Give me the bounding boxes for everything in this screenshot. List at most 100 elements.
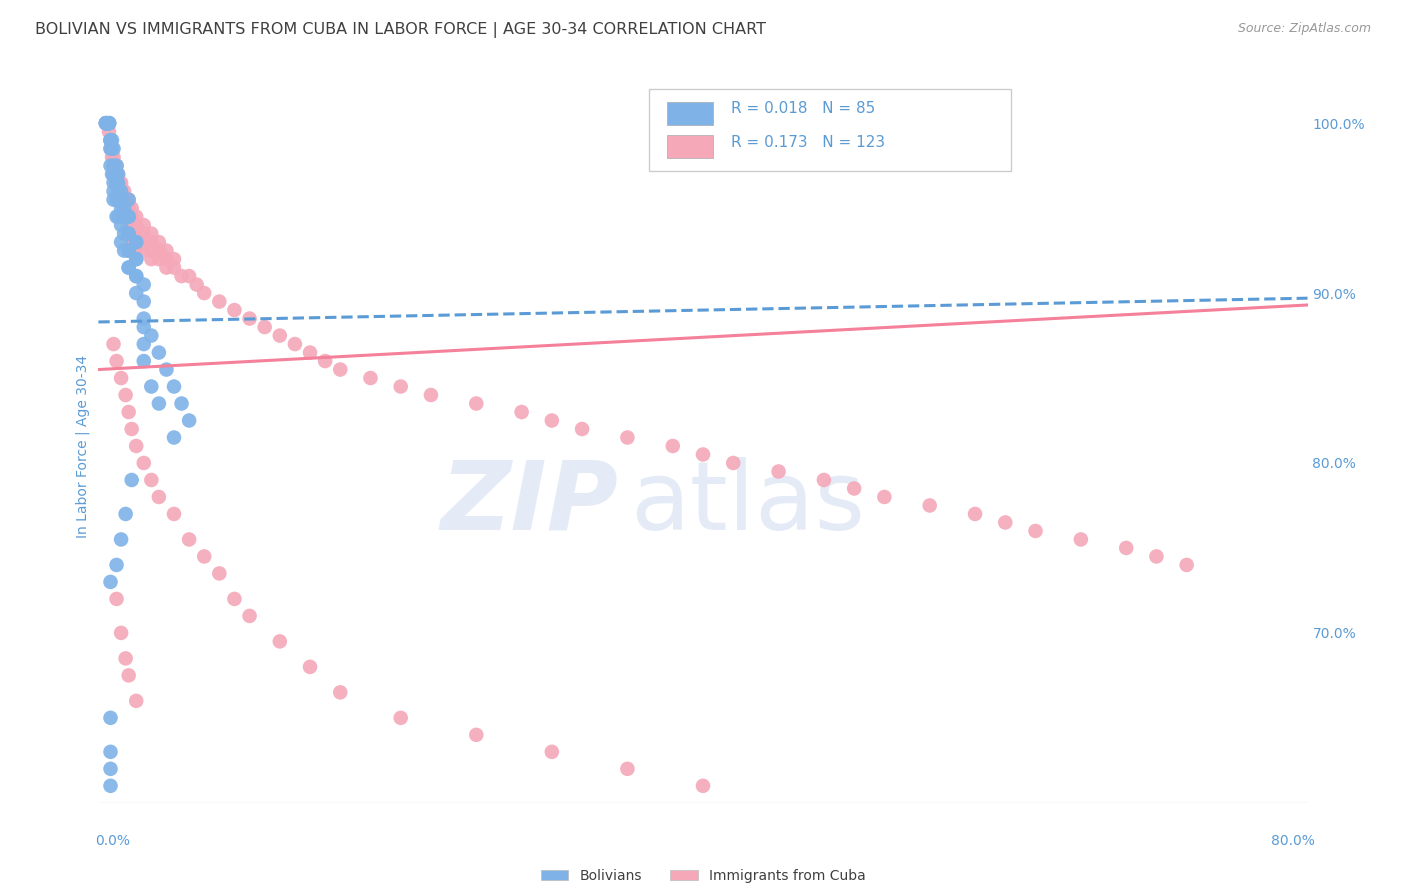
Point <box>155 362 177 376</box>
Point <box>114 651 136 665</box>
Point <box>121 201 143 215</box>
Point <box>114 507 136 521</box>
Point <box>110 193 132 207</box>
Point <box>100 133 122 147</box>
Point <box>389 379 412 393</box>
Point <box>100 745 122 759</box>
Point <box>101 142 124 156</box>
Point <box>148 235 170 249</box>
Point <box>103 150 125 164</box>
Point <box>118 210 141 224</box>
Point <box>125 244 148 258</box>
Point <box>103 176 125 190</box>
Point <box>118 668 141 682</box>
Point <box>571 422 593 436</box>
Point <box>98 116 121 130</box>
Point <box>100 133 122 147</box>
Point <box>112 184 135 198</box>
Point <box>118 227 141 241</box>
FancyBboxPatch shape <box>666 102 713 125</box>
Point <box>105 167 128 181</box>
Point <box>98 116 121 130</box>
Point <box>94 116 117 130</box>
Point <box>107 193 129 207</box>
Point <box>100 133 122 147</box>
Point <box>101 167 124 181</box>
Point <box>163 379 186 393</box>
Point <box>107 167 129 181</box>
Text: 0.0%: 0.0% <box>96 834 131 848</box>
Point <box>132 227 155 241</box>
Point <box>105 210 128 224</box>
Point <box>148 252 170 266</box>
Point <box>105 159 128 173</box>
Point <box>103 142 125 156</box>
Point <box>253 320 276 334</box>
Point <box>465 396 488 410</box>
Point <box>132 320 155 334</box>
Point <box>125 252 148 266</box>
Point <box>100 142 122 156</box>
Point <box>692 779 714 793</box>
Point <box>148 244 170 258</box>
Point <box>1024 524 1046 538</box>
Point <box>94 116 117 130</box>
Point <box>186 277 208 292</box>
Point <box>110 218 132 232</box>
Point <box>170 396 193 410</box>
Point <box>420 388 443 402</box>
Point <box>813 473 835 487</box>
Point <box>132 354 155 368</box>
Y-axis label: In Labor Force | Age 30-34: In Labor Force | Age 30-34 <box>76 354 90 538</box>
Point <box>112 201 135 215</box>
Point <box>141 227 163 241</box>
Point <box>163 430 186 444</box>
Point <box>101 133 124 147</box>
Point <box>118 405 141 419</box>
Point <box>965 507 987 521</box>
Point <box>105 193 128 207</box>
Point <box>125 218 148 232</box>
Point <box>114 193 136 207</box>
Point <box>1175 558 1198 572</box>
Point <box>103 159 125 173</box>
Point <box>118 260 141 275</box>
Point <box>141 328 163 343</box>
Point <box>110 184 132 198</box>
Text: atlas: atlas <box>630 457 866 549</box>
Point <box>510 405 533 419</box>
Point <box>125 235 148 249</box>
Point <box>118 244 141 258</box>
Point <box>121 422 143 436</box>
Point <box>873 490 896 504</box>
Point <box>110 626 132 640</box>
Point <box>723 456 745 470</box>
Legend: Bolivians, Immigrants from Cuba: Bolivians, Immigrants from Cuba <box>536 863 870 888</box>
Point <box>100 142 122 156</box>
Point <box>132 235 155 249</box>
Point <box>107 176 129 190</box>
Point <box>118 210 141 224</box>
Point <box>1115 541 1137 555</box>
Point <box>118 218 141 232</box>
Point <box>100 762 122 776</box>
Point <box>465 728 488 742</box>
Point <box>107 176 129 190</box>
Point <box>103 167 125 181</box>
Point <box>662 439 685 453</box>
Point <box>170 269 193 284</box>
Text: Source: ZipAtlas.com: Source: ZipAtlas.com <box>1237 22 1371 36</box>
Text: ZIP: ZIP <box>440 457 619 549</box>
Point <box>118 210 141 224</box>
Point <box>125 439 148 453</box>
Point <box>100 711 122 725</box>
Point <box>179 269 201 284</box>
Point <box>918 499 941 513</box>
Point <box>112 201 135 215</box>
Point <box>284 337 307 351</box>
Point <box>132 311 155 326</box>
Point <box>103 167 125 181</box>
Point <box>125 252 148 266</box>
Point <box>179 413 201 427</box>
Point <box>103 193 125 207</box>
